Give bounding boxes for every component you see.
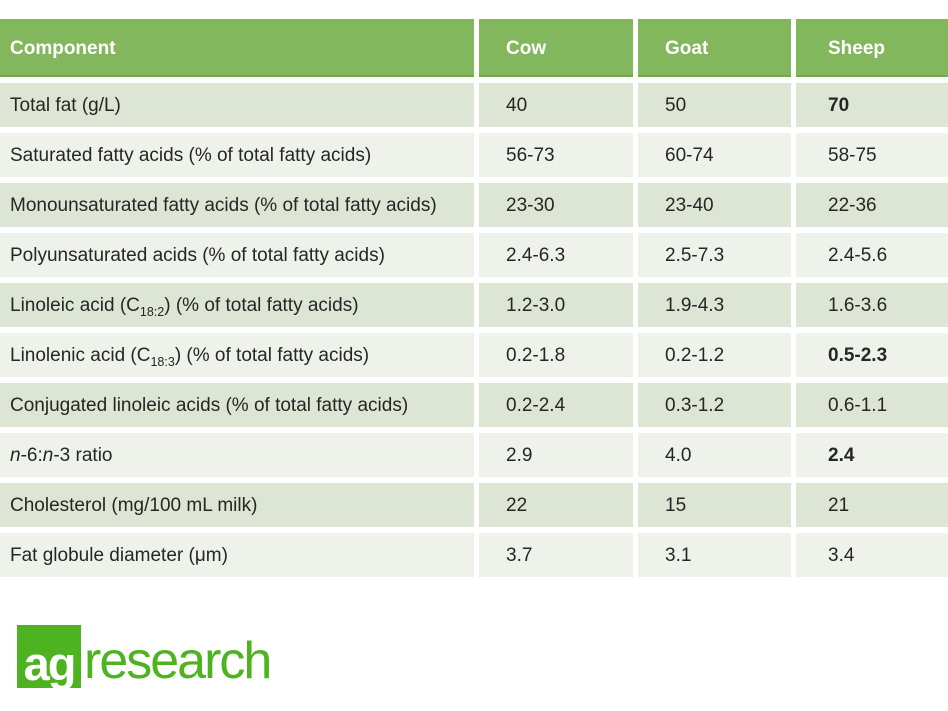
component-cell: Cholesterol (mg/100 mL milk) [0,483,479,527]
table-row: Monounsaturated fatty acids (% of total … [0,183,948,227]
goat-value-cell: 15 [638,483,796,527]
goat-value-cell: 23-40 [638,183,796,227]
component-label: Polyunsaturated acids (% of total fatty … [10,244,385,266]
logo-research-text: research [84,632,272,690]
component-label: n-6:n-3 ratio [10,444,113,466]
component-label: Fat globule diameter (μm) [10,544,228,566]
goat-value-cell: 2.5-7.3 [638,233,796,277]
header-cow: Cow [479,19,638,77]
cow-value-cell: 1.2-3.0 [479,283,638,327]
cow-value-cell: 22 [479,483,638,527]
cow-value-cell: 0.2-2.4 [479,383,638,427]
table-body: Total fat (g/L) 40 50 70 Saturated fatty aci… [0,83,948,577]
component-label: Linoleic acid (C18:2) (% of total fatty … [10,294,359,319]
logo-ag-mark: ag [17,625,81,688]
component-label: Saturated fatty acids (% of total fatty … [10,144,372,166]
component-cell: Monounsaturated fatty acids (% of total … [0,183,479,227]
cow-value-cell: 0.2-1.8 [479,333,638,377]
component-label: Monounsaturated fatty acids (% of total … [10,194,437,216]
component-cell: Saturated fatty acids (% of total fatty … [0,133,479,177]
header-goat: Goat [638,19,796,77]
goat-value-cell: 1.9-4.3 [638,283,796,327]
table-row: Polyunsaturated acids (% of total fatty … [0,233,948,277]
sheep-value-cell: 3.4 [796,533,948,577]
sheep-value-cell: 21 [796,483,948,527]
cow-value-cell: 2.9 [479,433,638,477]
goat-value-cell: 0.2-1.2 [638,333,796,377]
table-header-row: Component Cow Goat Sheep [0,19,948,77]
cow-value-cell: 56-73 [479,133,638,177]
table-row: Linolenic acid (C18:3) (% of total fatty… [0,333,948,377]
sheep-value-cell: 2.4 [796,433,948,477]
component-cell: Fat globule diameter (μm) [0,533,479,577]
sheep-value-cell: 1.6-3.6 [796,283,948,327]
sheep-value-cell: 2.4-5.6 [796,233,948,277]
sheep-value-cell: 0.6-1.1 [796,383,948,427]
component-label: Cholesterol (mg/100 mL milk) [10,494,258,516]
component-label: Total fat (g/L) [10,94,121,116]
cow-value-cell: 40 [479,83,638,127]
table-row: Cholesterol (mg/100 mL milk) 22 15 21 [0,483,948,527]
sheep-value-cell: 70 [796,83,948,127]
goat-value-cell: 4.0 [638,433,796,477]
milk-composition-table: Component Cow Goat Sheep Total fat (g/L)… [0,19,948,583]
component-cell: Linoleic acid (C18:2) (% of total fatty … [0,283,479,327]
sheep-value-cell: 0.5-2.3 [796,333,948,377]
header-sheep: Sheep [796,19,948,77]
table-row: Total fat (g/L) 40 50 70 [0,83,948,127]
goat-value-cell: 3.1 [638,533,796,577]
component-cell: n-6:n-3 ratio [0,433,479,477]
component-label: Conjugated linoleic acids (% of total fa… [10,394,409,416]
goat-value-cell: 50 [638,83,796,127]
table-row: Saturated fatty acids (% of total fatty … [0,133,948,177]
component-cell: Linolenic acid (C18:3) (% of total fatty… [0,333,479,377]
table-row: Fat globule diameter (μm) 3.7 3.1 3.4 [0,533,948,577]
sheep-value-cell: 58-75 [796,133,948,177]
header-component: Component [0,19,479,77]
goat-value-cell: 0.3-1.2 [638,383,796,427]
cow-value-cell: 2.4-6.3 [479,233,638,277]
cow-value-cell: 23-30 [479,183,638,227]
component-cell: Total fat (g/L) [0,83,479,127]
table-row: Linoleic acid (C18:2) (% of total fatty … [0,283,948,327]
component-cell: Conjugated linoleic acids (% of total fa… [0,383,479,427]
agresearch-logo: ag research [17,625,272,690]
cow-value-cell: 3.7 [479,533,638,577]
goat-value-cell: 60-74 [638,133,796,177]
component-label: Linolenic acid (C18:3) (% of total fatty… [10,344,370,369]
table-row: n-6:n-3 ratio 2.9 4.0 2.4 [0,433,948,477]
sheep-value-cell: 22-36 [796,183,948,227]
component-cell: Polyunsaturated acids (% of total fatty … [0,233,479,277]
table-row: Conjugated linoleic acids (% of total fa… [0,383,948,427]
